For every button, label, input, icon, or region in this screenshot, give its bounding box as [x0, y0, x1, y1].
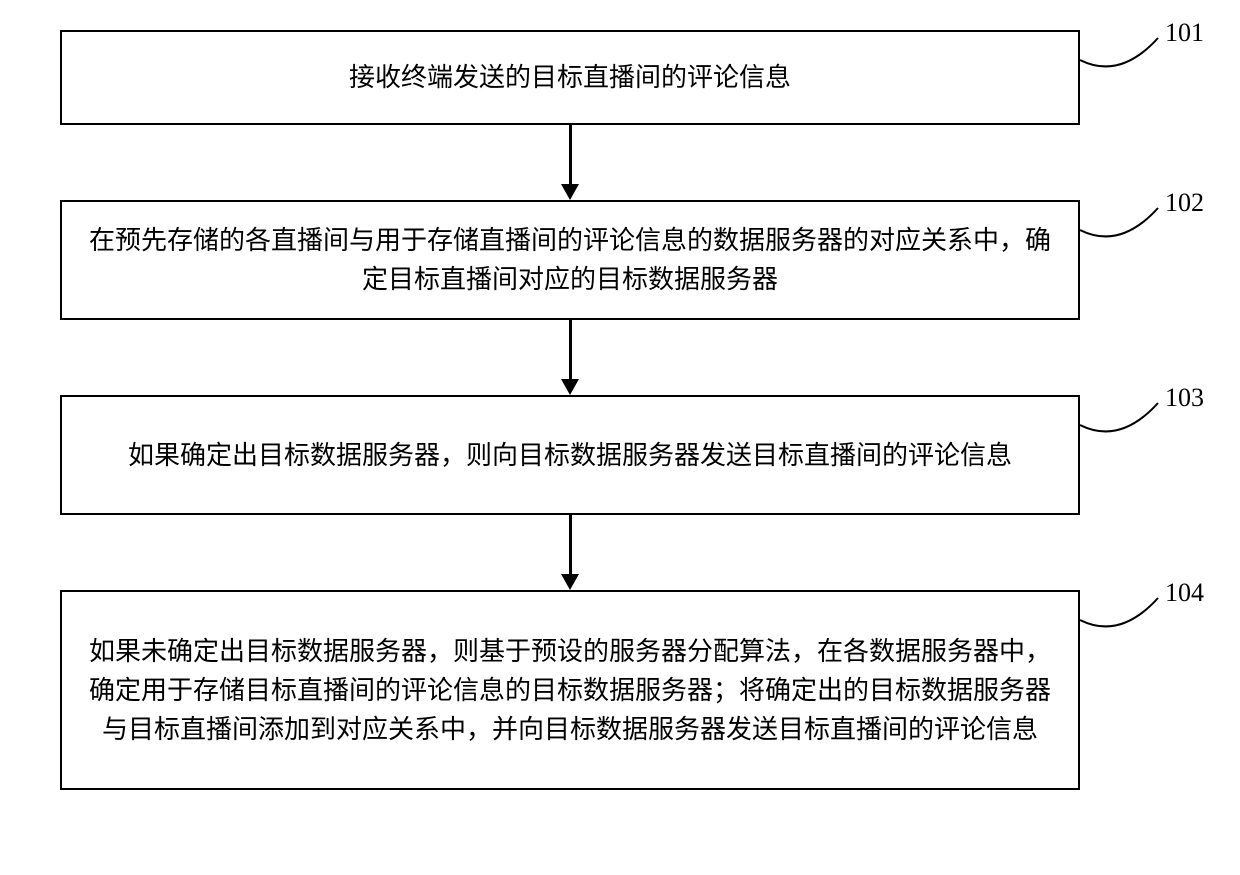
arrow-head-2-3	[561, 379, 579, 395]
arrow-head-1-2	[561, 184, 579, 200]
flow-label-103: 103	[1165, 383, 1204, 413]
flow-label-104: 104	[1165, 578, 1204, 608]
flow-node-101-text: 接收终端发送的目标直播间的评论信息	[349, 58, 791, 97]
flow-node-101: 接收终端发送的目标直播间的评论信息	[60, 30, 1080, 125]
leader-line-101	[1080, 30, 1162, 90]
leader-line-104	[1080, 590, 1162, 650]
flow-node-102: 在预先存储的各直播间与用于存储直播间的评论信息的数据服务器的对应关系中，确定目标…	[60, 200, 1080, 320]
flow-node-103-text: 如果确定出目标数据服务器，则向目标数据服务器发送目标直播间的评论信息	[128, 436, 1012, 475]
arrow-1-2	[569, 125, 572, 185]
flow-node-103: 如果确定出目标数据服务器，则向目标数据服务器发送目标直播间的评论信息	[60, 395, 1080, 515]
leader-line-103	[1080, 395, 1162, 455]
flow-node-102-text: 在预先存储的各直播间与用于存储直播间的评论信息的数据服务器的对应关系中，确定目标…	[82, 221, 1058, 299]
flow-label-102: 102	[1165, 188, 1204, 218]
arrow-3-4	[569, 515, 572, 575]
flow-node-104: 如果未确定出目标数据服务器，则基于预设的服务器分配算法，在各数据服务器中，确定用…	[60, 590, 1080, 790]
flow-label-101: 101	[1165, 18, 1204, 48]
arrow-head-3-4	[561, 574, 579, 590]
arrow-2-3	[569, 320, 572, 380]
flowchart-canvas: 接收终端发送的目标直播间的评论信息 101 在预先存储的各直播间与用于存储直播间…	[0, 0, 1240, 875]
flow-node-104-text: 如果未确定出目标数据服务器，则基于预设的服务器分配算法，在各数据服务器中，确定用…	[82, 632, 1058, 749]
leader-line-102	[1080, 200, 1162, 260]
